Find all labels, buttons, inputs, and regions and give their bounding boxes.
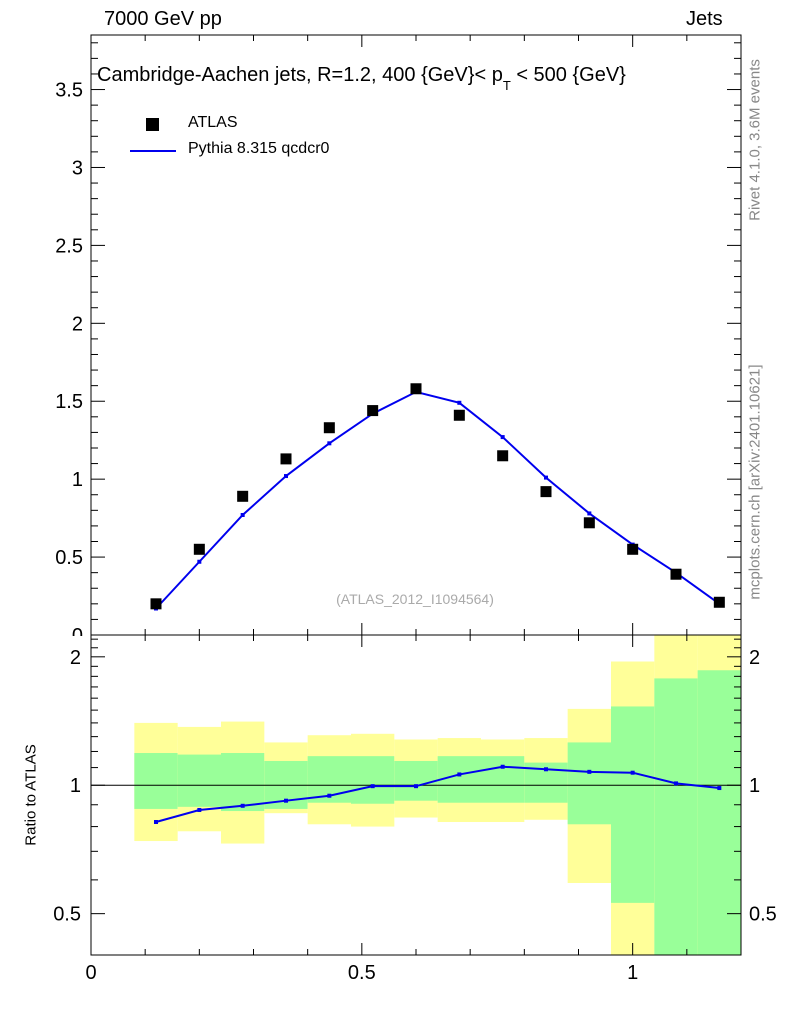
ratio-y-tick-label: 0.5 xyxy=(53,904,81,926)
ratio-y-tick-label-right: 1 xyxy=(749,775,760,797)
ratio-band-inner xyxy=(654,678,698,955)
y-tick-label: 1 xyxy=(72,469,83,491)
ratio-mc-point xyxy=(717,786,722,791)
mc-point xyxy=(197,559,202,564)
ratio-band-inner xyxy=(351,756,395,804)
data-point xyxy=(367,405,379,417)
ratio-band-inner xyxy=(697,670,741,955)
legend-data-label: ATLAS xyxy=(188,114,238,131)
ratio-y-tick-label-right: 2 xyxy=(749,647,760,669)
title-sub: T xyxy=(502,78,511,93)
legend-mc-line xyxy=(130,150,176,152)
collision-label: 7000 GeV pp xyxy=(104,8,222,30)
x-tick-label: 0 xyxy=(85,962,96,984)
ratio-mc-point xyxy=(587,769,592,774)
data-point xyxy=(150,598,162,610)
mc-point xyxy=(284,474,288,479)
data-point xyxy=(193,543,205,555)
ratio-y-tick-label: 1 xyxy=(70,775,81,797)
ratio-mc-point xyxy=(630,770,635,775)
ratio-mc-point xyxy=(240,803,245,808)
ratio-band-inner xyxy=(134,753,178,809)
label-mask xyxy=(55,636,89,648)
ratio-mc-point xyxy=(544,767,548,772)
ratio-mc-point xyxy=(674,781,678,786)
ratio-y-tick-label-right: 0.5 xyxy=(749,904,777,926)
data-point xyxy=(410,383,422,395)
ratio-band-inner xyxy=(221,753,265,812)
mc-point xyxy=(240,513,245,517)
ratio-band-inner xyxy=(394,760,438,801)
ratio-mc-point xyxy=(414,784,418,789)
y-tick-label: 3 xyxy=(72,157,83,179)
data-point xyxy=(237,490,249,502)
y-tick-label: 2.5 xyxy=(55,235,83,257)
ratio-band-inner xyxy=(437,756,481,803)
data-point xyxy=(540,486,552,498)
data-point xyxy=(670,568,682,580)
data-point xyxy=(627,543,639,555)
title-tail: < 500 {GeV} xyxy=(510,64,626,86)
data-point xyxy=(280,453,292,465)
ratio-band-inner xyxy=(567,742,611,825)
ratio-mc-point xyxy=(500,764,505,769)
legend-data-marker xyxy=(146,118,159,131)
mc-point xyxy=(327,441,332,446)
y-tick-label: 2 xyxy=(72,313,83,335)
data-point xyxy=(453,409,465,421)
ratio-mc-line xyxy=(155,765,720,823)
data-point xyxy=(583,517,595,529)
ratio-band-inner xyxy=(177,754,221,807)
analysis-watermark: (ATLAS_2012_I1094564) xyxy=(336,591,494,607)
ratio-mc-point xyxy=(284,798,288,803)
ratio-mc-point xyxy=(457,772,462,777)
ratio-band-inner xyxy=(611,706,655,903)
main-frame xyxy=(90,34,742,636)
data-point xyxy=(713,596,725,608)
y-tick-label: 3.5 xyxy=(55,80,83,102)
title-main: Cambridge-Aachen jets, R=1.2, 400 {GeV}<… xyxy=(97,64,503,86)
legend-mc-label: Pythia 8.315 qcdcr0 xyxy=(188,140,330,157)
mc-point xyxy=(587,511,592,516)
ratio-mc-point xyxy=(370,784,375,789)
x-tick-label: 1 xyxy=(627,962,638,984)
mc-point xyxy=(500,435,505,440)
main-panel xyxy=(150,383,725,611)
ratio-y-tick-label: 2 xyxy=(70,647,81,669)
y-tick-label: 0.5 xyxy=(55,547,83,569)
data-point xyxy=(323,422,335,434)
data-point xyxy=(497,450,509,462)
mc-point xyxy=(457,400,462,405)
ratio-mc-point xyxy=(197,807,202,812)
category-label: Jets xyxy=(686,8,723,30)
mc-point xyxy=(544,475,548,480)
ratio-panel xyxy=(91,635,741,955)
x-tick-label: 0.5 xyxy=(348,962,376,984)
plot-title: Cambridge-Aachen jets, R=1.2, 400 {GeV}<… xyxy=(97,64,626,93)
ratio-band-inner xyxy=(481,756,525,803)
ratio-mc-point xyxy=(327,793,332,798)
ratio-mc-point xyxy=(154,820,158,825)
mc-series-line xyxy=(155,390,720,610)
y-tick-label: 1.5 xyxy=(55,391,83,413)
